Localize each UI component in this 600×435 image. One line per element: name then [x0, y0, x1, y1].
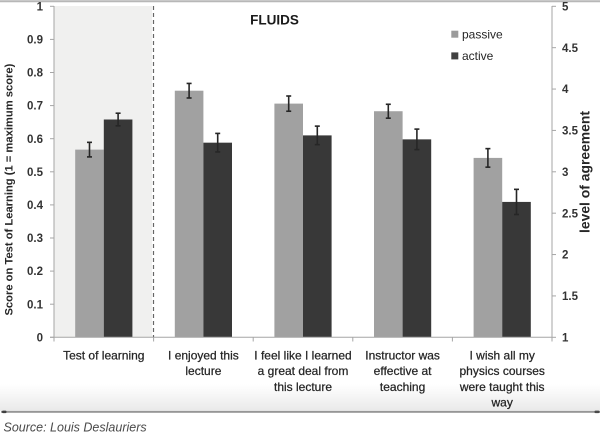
svg-text:3.5: 3.5 — [562, 126, 579, 138]
svg-text:Source: Louis Deslauriers: Source: Louis Deslauriers — [4, 421, 147, 435]
svg-text:I enjoyed this: I enjoyed this — [168, 349, 239, 363]
svg-text:lecture: lecture — [185, 364, 221, 378]
svg-text:3: 3 — [562, 167, 568, 179]
svg-text:0.5: 0.5 — [27, 167, 44, 179]
svg-text:1: 1 — [562, 332, 569, 344]
svg-text:0.1: 0.1 — [27, 299, 44, 311]
svg-text:Score on Test of Learning (1: Score on Test of Learning (1 = maximum s… — [4, 63, 16, 315]
svg-text:5: 5 — [562, 1, 569, 13]
svg-text:FLUIDS: FLUIDS — [250, 13, 299, 28]
svg-text:0.2: 0.2 — [27, 266, 43, 278]
svg-text:0: 0 — [37, 332, 43, 344]
svg-text:2: 2 — [562, 250, 568, 262]
svg-text:1.5: 1.5 — [562, 291, 579, 303]
svg-text:0.8: 0.8 — [27, 68, 44, 80]
svg-text:a great deal from: a great deal from — [258, 364, 349, 378]
svg-text:2.5: 2.5 — [562, 208, 579, 220]
svg-text:0.7: 0.7 — [27, 101, 43, 113]
svg-text:active: active — [462, 49, 494, 63]
svg-text:physics courses: physics courses — [460, 364, 545, 378]
svg-text:4.5: 4.5 — [562, 43, 579, 55]
svg-text:0.9: 0.9 — [27, 35, 43, 47]
svg-text:0.3: 0.3 — [27, 233, 43, 245]
svg-text:4: 4 — [562, 84, 569, 96]
svg-text:level of agreement: level of agreement — [577, 111, 593, 233]
svg-text:Test of learning: Test of learning — [63, 349, 144, 363]
svg-text:1: 1 — [37, 1, 44, 13]
svg-text:0.6: 0.6 — [27, 134, 43, 146]
svg-text:I wish all my: I wish all my — [470, 349, 535, 363]
svg-text:Instructor was: Instructor was — [365, 349, 440, 363]
svg-text:effective at: effective at — [374, 364, 432, 378]
svg-text:I feel like I learned: I feel like I learned — [254, 349, 351, 363]
svg-text:passive: passive — [462, 27, 503, 41]
svg-text:0.4: 0.4 — [27, 200, 44, 212]
